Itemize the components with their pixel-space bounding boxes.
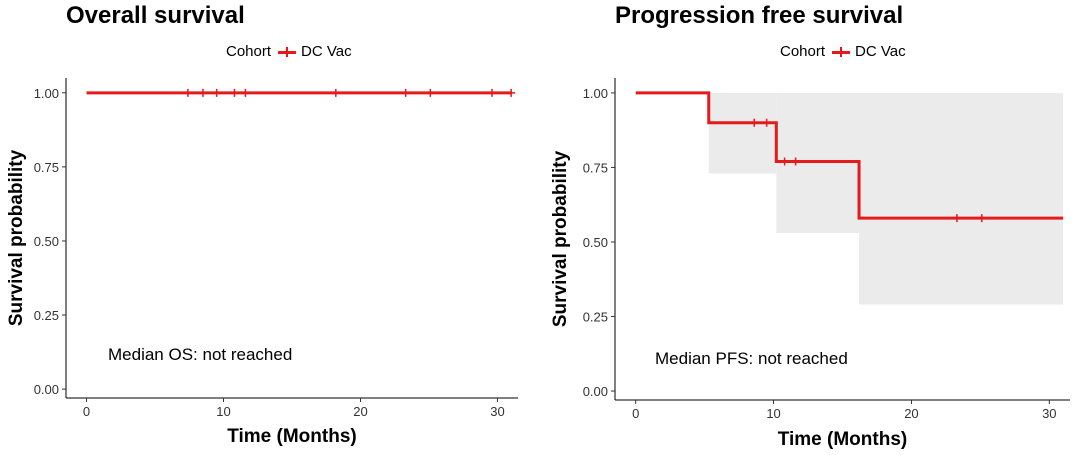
pfs-panel: Progression free survival Cohort DC Vac … xyxy=(540,0,1080,455)
y-tick-label: 1.00 xyxy=(34,86,59,101)
median-annotation: Median OS: not reached xyxy=(108,345,292,364)
y-tick-label: 1.00 xyxy=(583,86,608,101)
y-tick-label: 0.75 xyxy=(583,160,608,175)
legend-title: Cohort xyxy=(780,43,826,60)
censor-mark xyxy=(791,157,800,166)
censor-mark xyxy=(780,157,789,166)
os-panel: Overall survival Cohort DC Vac 0.00 0.25 0… xyxy=(6,2,518,447)
y-tick-label: 0.50 xyxy=(34,234,59,249)
x-tick-label: 10 xyxy=(216,404,230,419)
x-tick-label: 20 xyxy=(904,406,918,421)
x-tick-label: 30 xyxy=(490,404,504,419)
ci-band-segment xyxy=(859,92,1064,305)
y-axis-title: Survival probability xyxy=(550,150,571,327)
x-tick-label: 30 xyxy=(1042,406,1056,421)
chart-legend: Cohort DC Vac xyxy=(780,43,906,60)
censor-mark xyxy=(762,118,771,127)
median-annotation: Median PFS: not reached xyxy=(655,349,848,368)
pfs-plot: 0.00 0.25 0.50 0.75 1.00 0 10 20 30 Time (Months)… xyxy=(550,78,1070,450)
chart-legend: Cohort DC Vac xyxy=(226,43,352,60)
censor-mark xyxy=(487,88,496,97)
censor-mark xyxy=(507,88,516,97)
survival-curve xyxy=(635,91,1064,220)
censor-mark xyxy=(977,214,986,223)
x-axis-title: Time (Months) xyxy=(778,429,907,450)
censor-mark xyxy=(750,118,759,127)
legend-title: Cohort xyxy=(226,43,272,60)
os-plot: 0.00 0.25 0.50 0.75 1.00 0 10 20 30 Time (Months)… xyxy=(6,78,518,447)
censor-mark xyxy=(198,88,207,97)
censor-mark xyxy=(426,88,435,97)
censor-mark xyxy=(952,214,961,223)
y-tick-label: 0.00 xyxy=(583,384,608,399)
censor-mark xyxy=(212,88,221,97)
x-tick-label: 10 xyxy=(766,406,780,421)
y-tick-label: 0.75 xyxy=(34,160,59,175)
y-tick-label: 0.50 xyxy=(583,235,608,250)
legend-swatch-icon xyxy=(832,46,851,58)
x-axis-title: Time (Months) xyxy=(227,426,356,447)
chart-title: Overall survival xyxy=(66,2,245,29)
censor-mark xyxy=(230,88,239,97)
x-tick-label: 20 xyxy=(353,404,367,419)
y-axis-title: Survival probability xyxy=(6,149,27,326)
legend-swatch-icon xyxy=(278,46,297,58)
censor-mark xyxy=(401,88,410,97)
x-tick-label: 0 xyxy=(632,406,639,421)
legend-entry: DC Vac xyxy=(301,43,352,60)
y-tick-label: 0.00 xyxy=(34,382,59,397)
chart-title: Progression free survival xyxy=(615,2,904,29)
y-tick-label: 0.25 xyxy=(583,310,608,325)
x-tick-label: 0 xyxy=(83,404,90,419)
y-tick-label: 0.25 xyxy=(34,308,59,323)
censor-mark xyxy=(331,88,340,97)
censor-mark xyxy=(241,88,250,97)
censor-mark xyxy=(183,88,192,97)
legend-entry: DC Vac xyxy=(855,43,906,60)
ci-band-segment xyxy=(708,92,777,174)
